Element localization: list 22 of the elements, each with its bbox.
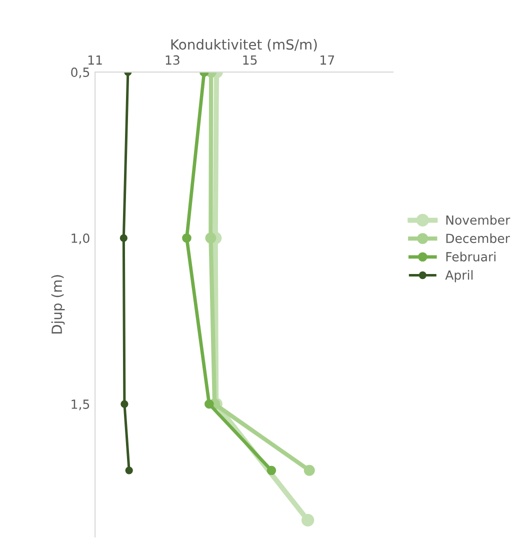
point <box>120 234 128 242</box>
point <box>304 464 315 476</box>
legend-label: Februari <box>446 252 496 262</box>
legend-label: December <box>446 233 510 244</box>
point <box>205 232 216 244</box>
point <box>120 400 128 408</box>
point <box>266 466 276 476</box>
x-tick-label: 11 <box>88 55 102 65</box>
legend-label: April <box>445 270 473 282</box>
x-tick-label: 17 <box>320 55 334 65</box>
point <box>125 466 133 474</box>
y-tick-label: 1,0 <box>72 234 90 244</box>
point <box>302 514 314 527</box>
x-tick-label: 13 <box>166 55 180 65</box>
legend-label: November <box>446 215 510 225</box>
y-tick-label: 0,5 <box>71 68 90 78</box>
x-tick-label: 15 <box>243 55 257 65</box>
y-axis-title: Djup (m) <box>51 275 65 334</box>
x-axis-title: Konduktivitet (mS/m) <box>171 38 317 52</box>
point <box>182 233 192 243</box>
point <box>204 399 214 409</box>
y-tick-label: 1,5 <box>72 400 90 410</box>
